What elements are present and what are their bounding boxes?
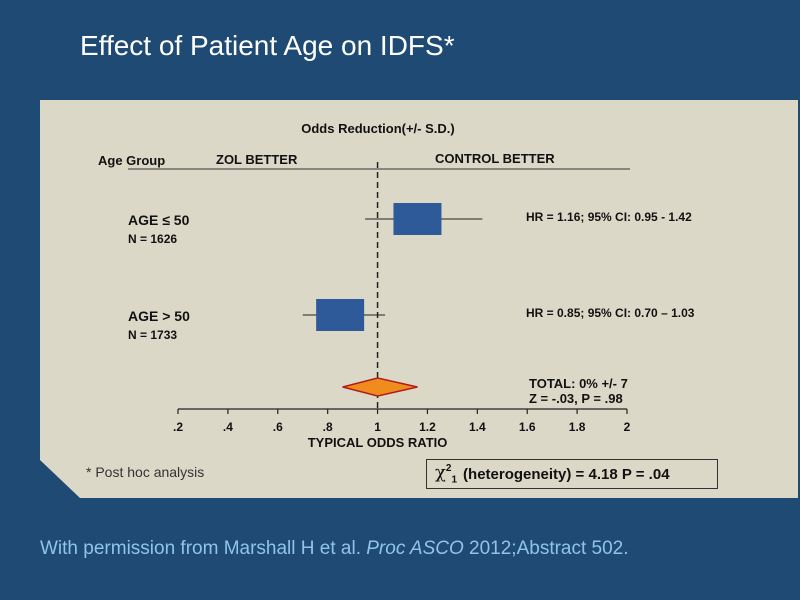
citation-journal: Proc ASCO	[366, 538, 464, 559]
row-n: N = 1733	[128, 328, 177, 342]
x-tick-label: .8	[323, 420, 333, 434]
row-label: AGE > 50	[128, 308, 190, 324]
chi-square-symbol: χ21	[435, 462, 458, 486]
header-zol-better: ZOL BETTER	[216, 152, 298, 167]
x-axis-label: TYPICAL ODDS RATIO	[308, 435, 448, 450]
panel-background	[40, 100, 798, 498]
heterogeneity-stat-box: χ21 (heterogeneity) = 4.18 P = .04	[426, 459, 718, 489]
slide-title: Effect of Patient Age on IDFS*	[80, 30, 455, 61]
header-control-better: CONTROL BETTER	[435, 151, 555, 166]
row-label: AGE ≤ 50	[128, 212, 190, 228]
x-tick-label: 1.6	[519, 420, 536, 434]
x-tick-label: 1.4	[469, 420, 486, 434]
chart-title: Odds Reduction(+/- S.D.)	[301, 121, 454, 136]
x-tick-label: 1.2	[419, 420, 436, 434]
hr-box	[316, 299, 365, 331]
forest-plot: Odds Reduction(+/- S.D.) Age Group ZOL BET…	[40, 100, 798, 498]
row-n: N = 1626	[128, 232, 177, 246]
citation: With permission from Marshall H et al. P…	[40, 538, 629, 559]
x-tick-label: 1	[374, 420, 381, 434]
x-tick-label: .6	[273, 420, 283, 434]
row-hr-text: HR = 0.85; 95% CI: 0.70 – 1.03	[526, 306, 695, 320]
x-tick-label: 1.8	[569, 420, 586, 434]
x-tick-label: .2	[173, 420, 183, 434]
row-hr-text: HR = 1.16; 95% CI: 0.95 - 1.42	[526, 210, 692, 224]
x-tick-label: 2	[624, 420, 631, 434]
heterogeneity-text: (heterogeneity) = 4.18 P = .04	[463, 465, 670, 483]
hr-box	[393, 203, 442, 235]
header-age-group: Age Group	[98, 153, 165, 168]
forest-plot-panel: Odds Reduction(+/- S.D.) Age Group ZOL BET…	[40, 100, 798, 498]
x-tick-label: .4	[223, 420, 233, 434]
total-stats: Z = -.03, P = .98	[529, 391, 623, 406]
total-text: TOTAL: 0% +/- 7	[529, 376, 628, 391]
total-diamond	[342, 377, 418, 397]
footnote: * Post hoc analysis	[86, 464, 205, 480]
